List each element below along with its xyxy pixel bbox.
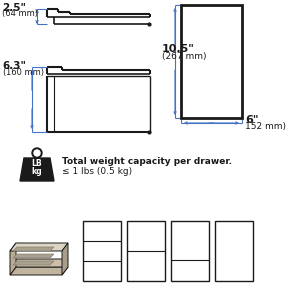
Circle shape <box>32 148 42 158</box>
Text: (64 mm): (64 mm) <box>2 9 38 18</box>
Text: ≤ 1 lbs (0.5 kg): ≤ 1 lbs (0.5 kg) <box>62 166 132 175</box>
Text: (267 mm): (267 mm) <box>162 51 206 60</box>
Polygon shape <box>10 243 16 275</box>
Polygon shape <box>10 259 68 267</box>
Bar <box>127 221 165 281</box>
Bar <box>83 221 121 281</box>
Text: 6.3": 6.3" <box>2 61 26 71</box>
Text: kg: kg <box>32 168 42 177</box>
Text: LB: LB <box>32 160 42 168</box>
Circle shape <box>34 150 40 156</box>
Bar <box>181 5 242 118</box>
Bar <box>215 221 253 281</box>
Polygon shape <box>13 247 54 251</box>
Text: (: ( <box>2 68 5 77</box>
Polygon shape <box>13 254 54 258</box>
Polygon shape <box>20 158 54 181</box>
Text: 6": 6" <box>245 115 258 125</box>
Polygon shape <box>62 243 68 275</box>
Text: 152 mm): 152 mm) <box>245 123 286 131</box>
Polygon shape <box>13 261 54 265</box>
Polygon shape <box>10 243 68 251</box>
Text: 160 mm): 160 mm) <box>6 68 44 77</box>
Text: 2.5": 2.5" <box>2 3 26 13</box>
Text: 10.5": 10.5" <box>162 44 195 54</box>
Polygon shape <box>10 267 68 275</box>
Bar <box>171 221 209 281</box>
Text: Total weight capacity per drawer.: Total weight capacity per drawer. <box>62 157 232 166</box>
